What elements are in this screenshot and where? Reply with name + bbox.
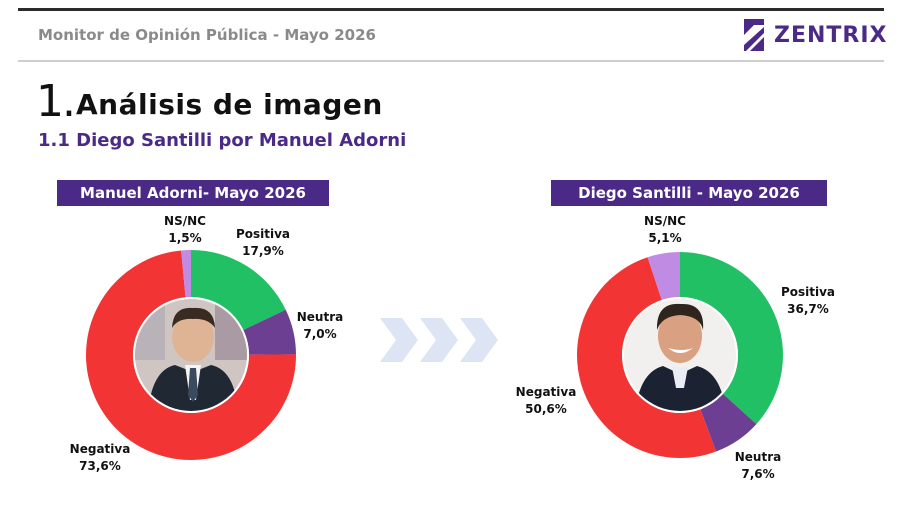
slice-label: Positiva bbox=[236, 227, 290, 241]
chart-title-adorni: Manuel Adorni- Mayo 2026 bbox=[57, 180, 329, 206]
report-header-title: Monitor de Opinión Pública - Mayo 2026 bbox=[38, 26, 376, 44]
zentrix-logo-icon bbox=[744, 19, 764, 51]
slice-label: Neutra bbox=[297, 310, 343, 324]
zentrix-logo: ZENTRIX bbox=[740, 16, 888, 54]
slice-label: Negativa bbox=[516, 385, 577, 399]
slice-value-label: 1,5% bbox=[168, 231, 201, 245]
slice-value-label: 17,9% bbox=[242, 244, 284, 258]
slice-label: Positiva bbox=[781, 285, 835, 299]
donut-slice-neutra bbox=[700, 393, 757, 452]
labels-adorni: NS/NC 1,5% Positiva 17,9% Neutra 7,0% Ne… bbox=[70, 214, 344, 473]
slice-value-label: 7,6% bbox=[741, 467, 774, 481]
slice-label: NS/NC bbox=[164, 214, 206, 228]
slice-value-label: 7,0% bbox=[303, 327, 336, 341]
header-rule bbox=[18, 60, 884, 62]
top-rule bbox=[18, 8, 884, 11]
section-number: 1. bbox=[36, 76, 76, 127]
slice-value-label: 5,1% bbox=[648, 231, 681, 245]
arrow-chevrons-icon bbox=[380, 318, 498, 362]
donut-slice-negativa bbox=[577, 257, 717, 458]
slice-label: Negativa bbox=[70, 442, 131, 456]
donut-slice-positiva bbox=[680, 252, 784, 425]
slice-value-label: 73,6% bbox=[79, 459, 121, 473]
slice-value-label: 50,6% bbox=[525, 402, 567, 416]
chart-title-santilli: Diego Santilli - Mayo 2026 bbox=[551, 180, 827, 206]
santilli-photo bbox=[624, 299, 736, 411]
donut-slice-negativa bbox=[86, 250, 296, 461]
section-title: Análisis de imagen bbox=[76, 88, 383, 121]
slice-value-label: 36,7% bbox=[787, 302, 829, 316]
donut-slice-neutra bbox=[243, 309, 296, 355]
slice-label: Neutra bbox=[735, 450, 781, 464]
labels-santilli: NS/NC 5,1% Positiva 36,7% Neutra 7,6% Ne… bbox=[516, 214, 835, 481]
zentrix-logo-text: ZENTRIX bbox=[774, 22, 888, 48]
slice-label: NS/NC bbox=[644, 214, 686, 228]
section-subtitle: 1.1 Diego Santilli por Manuel Adorni bbox=[38, 130, 407, 151]
donut-slice-positiva bbox=[191, 250, 286, 330]
donut-slice-nsnc bbox=[181, 250, 191, 298]
donut-slice-nsnc bbox=[647, 252, 680, 300]
